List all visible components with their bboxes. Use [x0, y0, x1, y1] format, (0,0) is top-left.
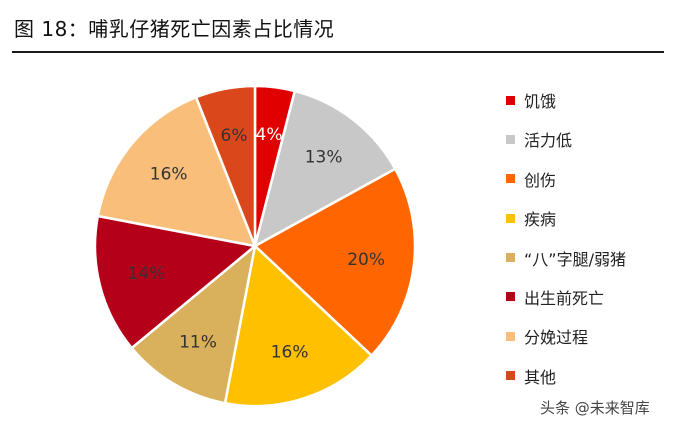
- legend-item: 活力低: [506, 129, 626, 151]
- legend-item: 出生前死亡: [506, 287, 626, 308]
- legend-label: 活力低: [524, 131, 573, 151]
- legend-swatch: [506, 174, 515, 184]
- title-divider: [12, 51, 664, 53]
- legend-swatch: [506, 253, 515, 263]
- legend-item: 疾病: [506, 208, 626, 230]
- legend-item: 饥饿: [506, 90, 626, 111]
- legend-swatch: [506, 95, 515, 105]
- pie-slice: [96, 95, 257, 248]
- legend-label: “八”字腿/弱猪: [524, 249, 626, 269]
- slice-data-label: 16%: [150, 165, 188, 185]
- slice-data-label: 4%: [256, 125, 283, 145]
- watermark: 头条 @未来智库: [540, 399, 650, 417]
- legend-label: 出生前死亡: [524, 288, 605, 308]
- legend-swatch: [506, 292, 515, 302]
- legend-item: 创伤: [506, 169, 626, 190]
- slice-data-label: 11%: [179, 332, 217, 352]
- legend-label: 创伤: [524, 170, 557, 190]
- legend-swatch: [506, 371, 515, 381]
- legend-label: 分娩过程: [524, 328, 589, 348]
- legend-swatch: [506, 134, 515, 144]
- legend-label: 疾病: [524, 210, 557, 230]
- pie-slice: [223, 243, 374, 408]
- pie-slice: [253, 89, 397, 249]
- slice-data-label: 20%: [347, 250, 385, 270]
- slice-data-label: 14%: [128, 264, 166, 284]
- pie-slice: [252, 167, 417, 358]
- legend-item: 分娩过程: [506, 326, 626, 348]
- legend-label: 饥饿: [524, 92, 557, 111]
- legend-item: “八”字腿/弱猪: [506, 248, 626, 269]
- legend: 饥饿活力低创伤疾病 “八”字腿/弱猪 出生前死亡分娩过程其他: [506, 90, 626, 405]
- legend-swatch: [506, 213, 515, 223]
- figure-title: 图 18：哺乳仔猪死亡因素占比情况: [14, 17, 335, 41]
- slice-data-label: 6%: [221, 126, 248, 146]
- legend-swatch: [506, 331, 515, 341]
- pie-slice: [129, 242, 257, 405]
- pie-slice: [194, 84, 257, 247]
- slice-data-label: 16%: [271, 343, 309, 363]
- legend-label: 其他: [524, 367, 557, 387]
- pie-slice: [93, 214, 258, 350]
- legend-item: 其他: [506, 366, 626, 387]
- slice-data-label: 13%: [305, 148, 343, 168]
